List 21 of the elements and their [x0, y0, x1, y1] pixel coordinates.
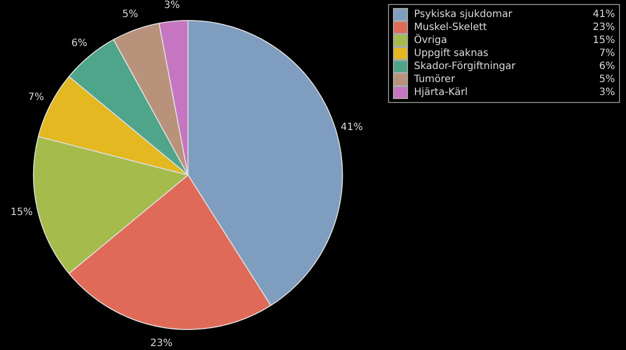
data-label: 23%	[150, 338, 172, 349]
text: 6%	[599, 61, 615, 72]
data-label: 5%	[122, 9, 138, 20]
legend-label: Tumörer	[414, 74, 456, 85]
text: 23%	[592, 22, 615, 33]
data-label: 41%	[340, 122, 363, 134]
legend-label: Övriga	[414, 35, 448, 46]
legend-label: Hjärta-Kärl	[414, 87, 469, 98]
legend-label: Uppgift saknas	[414, 48, 490, 59]
text: 41%	[592, 9, 615, 20]
legend-label: Psykiska sjukdomar	[414, 9, 514, 20]
text: 15%	[592, 35, 615, 46]
data-label: 15%	[10, 206, 33, 218]
legend-label: Skador-Förgiftningar	[414, 61, 517, 72]
text: 5%	[599, 74, 615, 85]
data-label: 3%	[164, 0, 180, 11]
text: 3%	[599, 87, 615, 98]
text: 7%	[599, 48, 615, 59]
data-label: 6%	[71, 38, 88, 50]
legend-label: Muskel-Skelett	[414, 22, 488, 33]
data-label: 7%	[28, 92, 44, 104]
